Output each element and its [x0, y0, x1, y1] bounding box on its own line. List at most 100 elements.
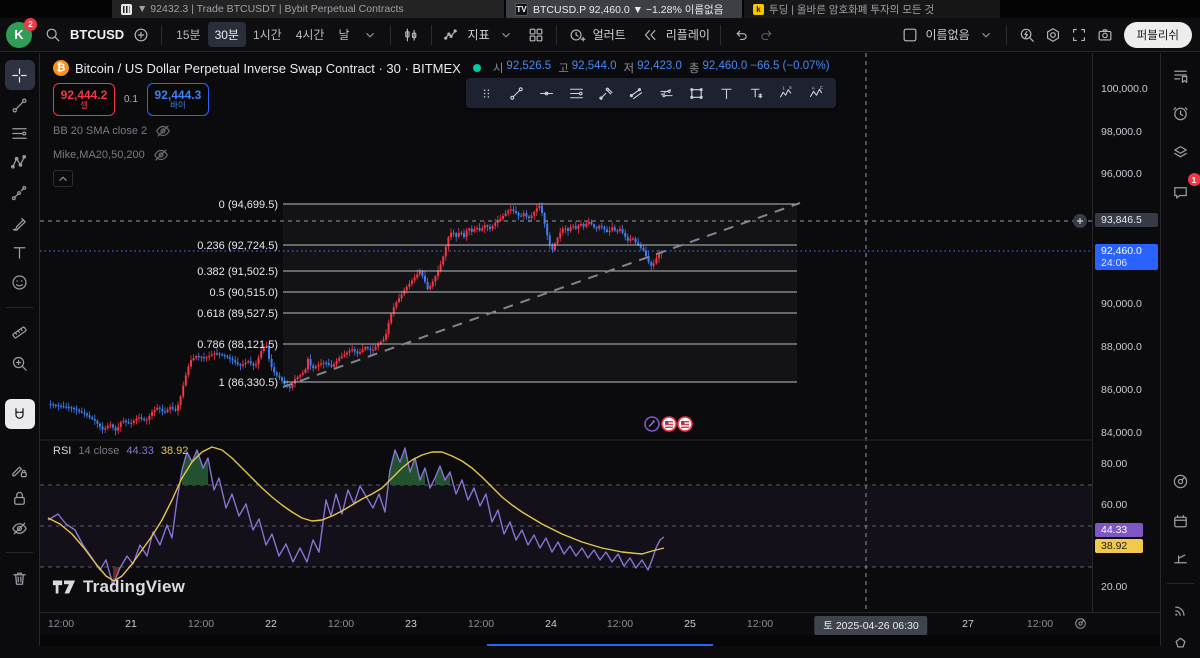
symbol-title[interactable]: Bitcoin / US Dollar Perpetual Inverse Sw…	[75, 61, 461, 76]
replay-button[interactable]: 리플레이	[666, 26, 710, 43]
timeframe-4시간[interactable]: 4시간	[289, 22, 332, 47]
layout-name-button[interactable]: 이름없음	[926, 26, 970, 43]
draw-tool-trend-line-button[interactable]	[502, 80, 530, 106]
tool-text-button[interactable]	[5, 237, 35, 267]
tool-magnet-button[interactable]	[5, 399, 35, 429]
panel-calendar-button[interactable]	[1166, 506, 1196, 536]
toolbar-divider	[1006, 25, 1007, 45]
panel-object-tree-button[interactable]	[1166, 543, 1196, 573]
hidden-eye-icon[interactable]	[154, 122, 172, 140]
panel-chat-button[interactable]: 1	[1166, 177, 1196, 207]
draw-tool-rectangle-button[interactable]	[682, 80, 710, 106]
tool-trash-button[interactable]	[5, 563, 35, 593]
tool-xabcd-pattern-button[interactable]	[5, 147, 35, 177]
panel-layers-button[interactable]	[1166, 137, 1196, 167]
tool-brush-button[interactable]	[5, 208, 35, 238]
indicator-row-bb[interactable]: BB 20 SMA close 2	[53, 122, 830, 140]
draw-tool-fib-retracement-button[interactable]	[562, 80, 590, 106]
timeframe-날[interactable]: 날	[331, 22, 356, 47]
emoji-icon	[10, 273, 29, 292]
indicators-icon[interactable]	[439, 22, 465, 48]
layout-chevron-icon[interactable]	[973, 22, 999, 48]
chart-type-icon[interactable]	[398, 22, 424, 48]
panel-signal-button[interactable]	[1166, 595, 1196, 625]
panel-watchlist-button[interactable]	[1166, 60, 1196, 90]
tool-eye-off-button[interactable]	[5, 513, 35, 543]
grid-layout-icon[interactable]	[523, 22, 549, 48]
tool-emoji-button[interactable]	[5, 267, 35, 297]
tool-forecast-button[interactable]	[5, 178, 35, 208]
panel-shape-button[interactable]	[1166, 628, 1196, 658]
sell-button[interactable]: 92,444.2 셀	[53, 83, 115, 116]
draw-tool-disjoint-channel-button[interactable]	[652, 80, 680, 106]
browser-tab-tradingview[interactable]: TV BTCUSD.P 92,460.0 ▼ −1.28% 이름없음	[506, 0, 742, 18]
draw-tool-anchored-text-button[interactable]	[742, 80, 770, 106]
rsi-legend[interactable]: RSI 14 close 44.33 38.92	[53, 445, 188, 457]
alert-icon[interactable]	[564, 22, 590, 48]
drag-handle-icon	[478, 85, 495, 102]
legend-collapse-button[interactable]	[53, 170, 73, 187]
timeframe-30분[interactable]: 30분	[208, 22, 246, 47]
brush-icon	[10, 214, 29, 233]
tool-zoom-in-button[interactable]	[5, 348, 35, 378]
user-avatar[interactable]: K 2	[6, 22, 32, 48]
price-tick: 84,000.0	[1101, 427, 1142, 439]
draw-tool-text-button[interactable]	[712, 80, 740, 106]
drawing-tools-rail	[0, 53, 40, 646]
timeframe-1시간[interactable]: 1시간	[246, 22, 289, 47]
tool-trend-line-button[interactable]	[5, 90, 35, 120]
panel-alert-clock-button[interactable]	[1166, 98, 1196, 128]
publish-button[interactable]: 퍼블리쉬	[1124, 22, 1192, 48]
draw-tool-parallel-channel-button[interactable]	[622, 80, 650, 106]
draw-tool-horizontal-line-button[interactable]	[532, 80, 560, 106]
buy-button[interactable]: 92,444.3 바이	[147, 83, 209, 116]
indicators-chevron-icon[interactable]	[493, 22, 519, 48]
fib-retracement-icon	[10, 124, 29, 143]
symbol-search-icon[interactable]	[40, 22, 66, 48]
alert-clock-icon	[1171, 104, 1190, 123]
indicator-row-mike[interactable]: Mike,MA20,50,200	[53, 146, 830, 164]
fullscreen-icon[interactable]	[1066, 22, 1092, 48]
price-tick: 96,000.0	[1101, 168, 1142, 180]
rail-divider	[1167, 583, 1194, 584]
snapshot-camera-icon[interactable]	[1092, 22, 1118, 48]
timeframe-chevron-icon[interactable]	[357, 22, 383, 48]
quick-search-icon[interactable]	[1014, 22, 1040, 48]
tradingview-favicon: TV	[515, 3, 528, 16]
indicators-button[interactable]: 지표	[468, 26, 490, 43]
browser-tab-bybit[interactable]: ▼ 92432.3 | Trade BTCUSDT | Bybit Perpet…	[112, 0, 504, 18]
undo-icon[interactable]	[728, 22, 754, 48]
svg-text:0 (94,699.5): 0 (94,699.5)	[219, 199, 278, 211]
ruler-icon	[10, 323, 29, 342]
tool-crosshair-button[interactable]	[5, 60, 35, 90]
timezone-icon[interactable]	[1073, 616, 1088, 634]
draw-tool-pitchfork-button[interactable]	[592, 80, 620, 106]
settings-gear-icon[interactable]	[1040, 22, 1066, 48]
symbol-search-button[interactable]: BTCUSD	[70, 27, 124, 42]
shape-icon	[1171, 634, 1190, 653]
replay-icon[interactable]	[637, 22, 663, 48]
tool-fib-retracement-button[interactable]	[5, 118, 35, 148]
tool-pencil-lock-button[interactable]	[5, 455, 35, 485]
panel-target-button[interactable]	[1166, 466, 1196, 496]
timeframe-15분[interactable]: 15분	[169, 22, 207, 47]
alert-button[interactable]: 얼러트	[593, 26, 626, 43]
browser-tab-label: ▼ 92432.3 | Trade BTCUSDT | Bybit Perpet…	[137, 3, 404, 15]
layout-square-icon[interactable]	[897, 22, 923, 48]
hidden-eye-icon[interactable]	[152, 146, 170, 164]
browser-tab-tooding[interactable]: k 투딩 | 올바른 암호화폐 투자의 모든 것	[744, 0, 1000, 18]
tool-ruler-button[interactable]	[5, 317, 35, 347]
tool-lock-button[interactable]	[5, 483, 35, 513]
pitchfork-icon	[598, 85, 615, 102]
compare-add-icon[interactable]	[128, 22, 154, 48]
svg-text:0.236 (92,724.5): 0.236 (92,724.5)	[197, 240, 278, 252]
draw-tool-drag-handle-button[interactable]	[472, 80, 500, 106]
redo-icon[interactable]	[754, 22, 780, 48]
rectangle-icon	[688, 85, 705, 102]
